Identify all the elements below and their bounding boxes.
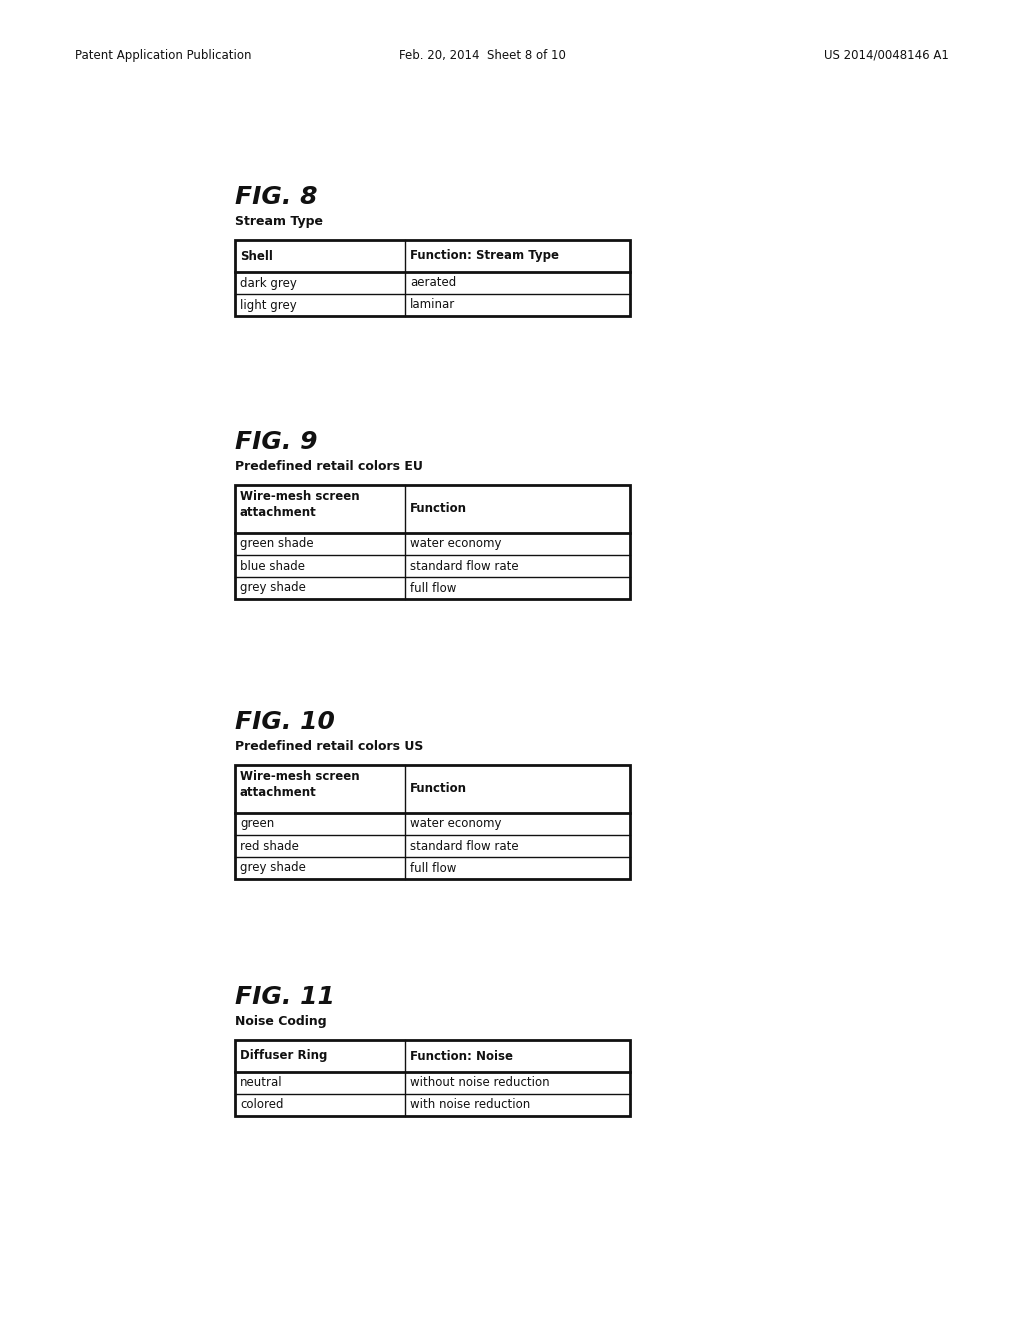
- Text: FIG. 8: FIG. 8: [234, 185, 317, 209]
- Text: aerated: aerated: [410, 276, 456, 289]
- Text: green shade: green shade: [240, 537, 313, 550]
- Bar: [234, 766, 630, 879]
- Text: Function: Noise: Function: Noise: [410, 1049, 513, 1063]
- Text: water economy: water economy: [410, 817, 502, 830]
- Text: Function: Function: [410, 503, 467, 516]
- Text: Feb. 20, 2014  Sheet 8 of 10: Feb. 20, 2014 Sheet 8 of 10: [398, 49, 565, 62]
- Text: neutral: neutral: [240, 1077, 283, 1089]
- Text: grey shade: grey shade: [240, 862, 306, 874]
- Text: grey shade: grey shade: [240, 582, 306, 594]
- Text: laminar: laminar: [410, 298, 455, 312]
- Text: Shell: Shell: [240, 249, 272, 263]
- Text: dark grey: dark grey: [240, 276, 297, 289]
- Text: FIG. 11: FIG. 11: [234, 985, 335, 1008]
- Text: Stream Type: Stream Type: [234, 215, 323, 228]
- Text: full flow: full flow: [410, 582, 457, 594]
- Text: Wire-mesh screen: Wire-mesh screen: [240, 490, 359, 503]
- Text: Function: Stream Type: Function: Stream Type: [410, 249, 559, 263]
- Bar: [234, 1040, 630, 1115]
- Text: FIG. 9: FIG. 9: [234, 430, 317, 454]
- Bar: [234, 484, 630, 599]
- Text: full flow: full flow: [410, 862, 457, 874]
- Text: Noise Coding: Noise Coding: [234, 1015, 327, 1028]
- Bar: [234, 240, 630, 315]
- Text: blue shade: blue shade: [240, 560, 305, 573]
- Text: colored: colored: [240, 1098, 284, 1111]
- Text: red shade: red shade: [240, 840, 299, 853]
- Text: Function: Function: [410, 783, 467, 796]
- Text: with noise reduction: with noise reduction: [410, 1098, 530, 1111]
- Text: Wire-mesh screen: Wire-mesh screen: [240, 770, 359, 783]
- Text: Patent Application Publication: Patent Application Publication: [75, 49, 252, 62]
- Text: Predefined retail colors EU: Predefined retail colors EU: [234, 459, 423, 473]
- Text: US 2014/0048146 A1: US 2014/0048146 A1: [824, 49, 949, 62]
- Text: FIG. 10: FIG. 10: [234, 710, 335, 734]
- Text: attachment: attachment: [240, 506, 316, 519]
- Text: standard flow rate: standard flow rate: [410, 560, 518, 573]
- Text: without noise reduction: without noise reduction: [410, 1077, 550, 1089]
- Text: Diffuser Ring: Diffuser Ring: [240, 1049, 328, 1063]
- Text: green: green: [240, 817, 274, 830]
- Text: light grey: light grey: [240, 298, 297, 312]
- Text: attachment: attachment: [240, 785, 316, 799]
- Text: water economy: water economy: [410, 537, 502, 550]
- Text: standard flow rate: standard flow rate: [410, 840, 518, 853]
- Text: Predefined retail colors US: Predefined retail colors US: [234, 741, 423, 752]
